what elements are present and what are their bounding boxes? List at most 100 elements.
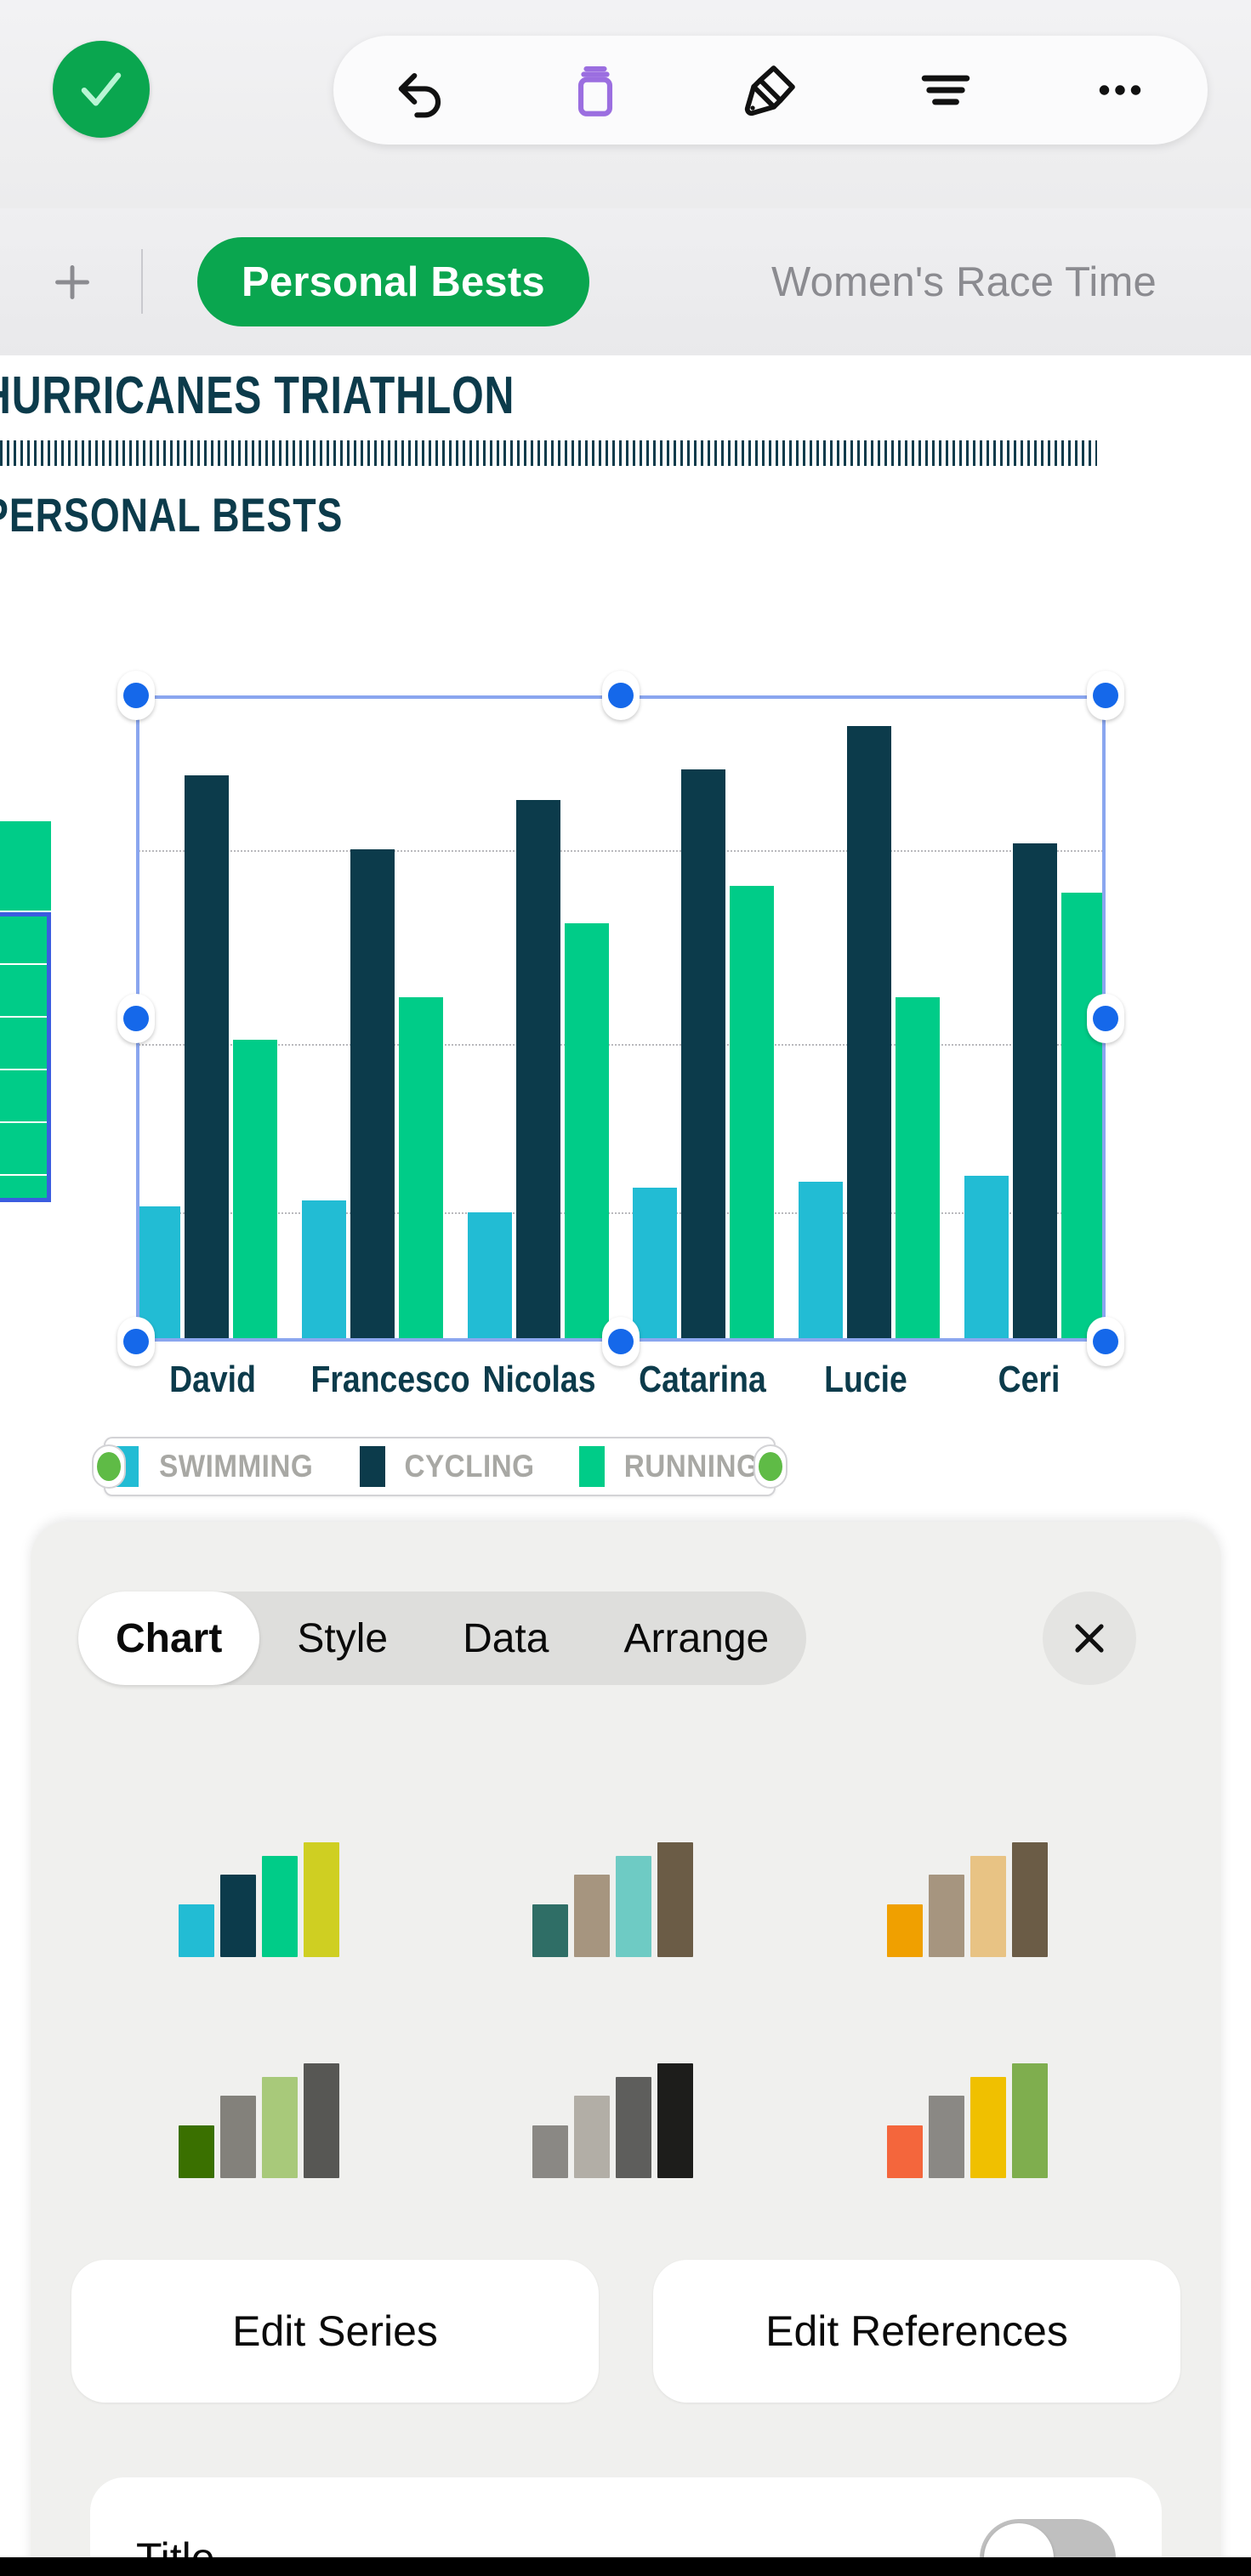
thumbnail-bar	[261, 1856, 298, 1957]
close-inspector-button[interactable]	[1043, 1592, 1136, 1685]
chart-bar	[398, 996, 443, 1342]
thumbnail-bar	[657, 1842, 694, 1957]
resize-handle-bottom-center[interactable]	[602, 1317, 640, 1366]
chart-plot-area	[136, 695, 1106, 1342]
chart-bar	[681, 769, 726, 1342]
inspector-tab-arrange[interactable]: Arrange	[623, 1615, 770, 1661]
resize-handle-middle-left[interactable]	[117, 994, 155, 1043]
chart-style-option-style-2[interactable]	[436, 1751, 791, 1964]
paste-icon	[578, 65, 613, 116]
x-axis-label: Lucie	[824, 1359, 907, 1400]
toolbar-pill	[333, 36, 1208, 145]
chart-bar	[467, 1212, 512, 1342]
chart-style-option-style-5[interactable]	[436, 1972, 791, 2185]
resize-handle-top-right[interactable]	[1087, 671, 1124, 720]
chart-bar	[185, 775, 229, 1342]
chart-bar	[301, 1200, 346, 1342]
legend-handle-right[interactable]	[753, 1444, 788, 1489]
edit-references-label: Edit References	[765, 2307, 1068, 2355]
sheet-tab-label: Personal Bests	[242, 258, 545, 305]
resize-handle-bottom-right[interactable]	[1087, 1317, 1124, 1366]
text-format-button[interactable]	[895, 39, 997, 141]
x-axis-label: Francesco	[310, 1359, 470, 1400]
thumbnail-bar	[1012, 1842, 1049, 1957]
thumbnail-bar	[616, 2077, 652, 2178]
home-indicator-bar	[0, 2557, 1251, 2576]
thumbnail-bar	[887, 1904, 924, 1957]
bar-group	[964, 695, 1106, 1342]
chart-style-grid	[82, 1751, 1145, 2185]
chart-bar	[633, 1188, 678, 1342]
legend-label: SWIMMING	[159, 1449, 314, 1484]
chart-bar	[1061, 892, 1106, 1342]
text-format-icon	[921, 75, 970, 105]
thumbnail-bar	[178, 2125, 214, 2178]
inspector-action-row: Edit Series Edit References	[71, 2260, 1180, 2403]
checkmark-icon	[81, 72, 122, 106]
inspector-tab-data[interactable]: Data	[463, 1615, 549, 1661]
add-sheet-button[interactable]	[36, 246, 109, 319]
chart-x-axis-labels: David Francesco Nicolas Catarina Lucie Ceri	[136, 1359, 1106, 1410]
chart-legend[interactable]: SWIMMING CYCLING RUNNING	[92, 1437, 788, 1496]
thumbnail-bar	[574, 1874, 611, 1957]
undo-icon	[398, 72, 441, 118]
legend-handle-left[interactable]	[92, 1444, 126, 1489]
chart-style-option-style-6[interactable]	[790, 1972, 1145, 2185]
chart-style-option-style-3[interactable]	[790, 1751, 1145, 1964]
thumbnail-bar	[929, 2095, 965, 2178]
chart-bar	[233, 1040, 277, 1342]
thumbnail-bar	[178, 1904, 214, 1957]
chart-bar	[896, 996, 941, 1342]
more-options-button[interactable]	[1069, 39, 1171, 141]
spreadsheet-strip[interactable]	[0, 821, 51, 1202]
sheet-tab-label: Women's Race Time	[771, 258, 1157, 305]
document-title: HURRICANES TRIATHLON	[0, 366, 515, 425]
inspector-tab-style[interactable]: Style	[297, 1615, 389, 1661]
legend-swatch-running	[578, 1446, 605, 1487]
thumbnail-bar	[532, 1904, 569, 1957]
chart-bar	[350, 848, 395, 1342]
tab-separator	[141, 249, 143, 314]
legend-item-cycling: CYCLING	[359, 1446, 542, 1487]
resize-handle-top-center[interactable]	[602, 671, 640, 720]
edit-references-button[interactable]: Edit References	[653, 2260, 1180, 2403]
bar-group	[467, 695, 609, 1342]
document-divider	[0, 440, 1097, 466]
thumbnail-bar	[219, 1874, 256, 1957]
thumbnail-bar	[929, 1874, 965, 1957]
gridline	[136, 850, 1106, 852]
sheet-tabbar: Personal Bests Women's Race Time	[0, 208, 1251, 357]
paste-button[interactable]	[544, 39, 646, 141]
chart-object[interactable]	[117, 671, 1124, 1366]
undo-button[interactable]	[370, 39, 472, 141]
chart-style-option-style-4[interactable]	[82, 1972, 436, 2185]
bar-group	[136, 695, 277, 1342]
resize-handle-middle-right[interactable]	[1087, 994, 1124, 1043]
sheet-tab-personal-bests[interactable]: Personal Bests	[197, 237, 589, 326]
inspector-tab-chart[interactable]: Chart	[78, 1592, 260, 1685]
done-button[interactable]	[53, 41, 150, 138]
chart-bar	[799, 1181, 844, 1342]
chart-bar	[730, 886, 775, 1342]
sheet-tab-womens-race-time[interactable]: Women's Race Time	[727, 237, 1201, 326]
chart-bar	[515, 800, 560, 1342]
thumbnail-bar	[887, 2125, 924, 2178]
close-icon	[1075, 1624, 1104, 1653]
bar-group	[799, 695, 941, 1342]
legend-item-swimming: SWIMMING	[113, 1446, 321, 1487]
chart-style-option-style-1[interactable]	[82, 1751, 436, 1964]
gridline	[136, 1212, 1106, 1214]
x-axis-label: Catarina	[639, 1359, 766, 1400]
edit-series-button[interactable]: Edit Series	[71, 2260, 599, 2403]
chart-bar	[564, 922, 609, 1342]
document-canvas[interactable]: HURRICANES TRIATHLON PERSONAL BESTS	[0, 355, 1251, 1520]
document-subtitle: PERSONAL BESTS	[0, 488, 344, 542]
thumbnail-bar	[303, 2063, 339, 2178]
format-brush-button[interactable]	[719, 39, 822, 141]
thumbnail-bar	[657, 2063, 694, 2178]
thumbnail-bar	[616, 1856, 652, 1957]
x-axis-label: David	[169, 1359, 256, 1400]
resize-handle-top-left[interactable]	[117, 671, 155, 720]
resize-handle-bottom-left[interactable]	[117, 1317, 155, 1366]
